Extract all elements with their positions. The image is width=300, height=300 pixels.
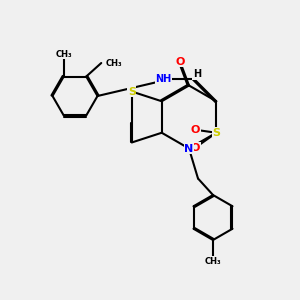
- Text: O: O: [190, 143, 200, 153]
- Text: CH₃: CH₃: [106, 58, 122, 68]
- Text: S: S: [128, 86, 136, 97]
- Text: O: O: [175, 56, 185, 67]
- Text: O: O: [190, 125, 200, 135]
- Text: NH: NH: [155, 74, 171, 84]
- Text: CH₃: CH₃: [56, 50, 72, 58]
- Text: S: S: [212, 128, 220, 138]
- Text: H: H: [193, 69, 201, 79]
- Text: N: N: [184, 143, 194, 154]
- Text: CH₃: CH₃: [205, 256, 221, 266]
